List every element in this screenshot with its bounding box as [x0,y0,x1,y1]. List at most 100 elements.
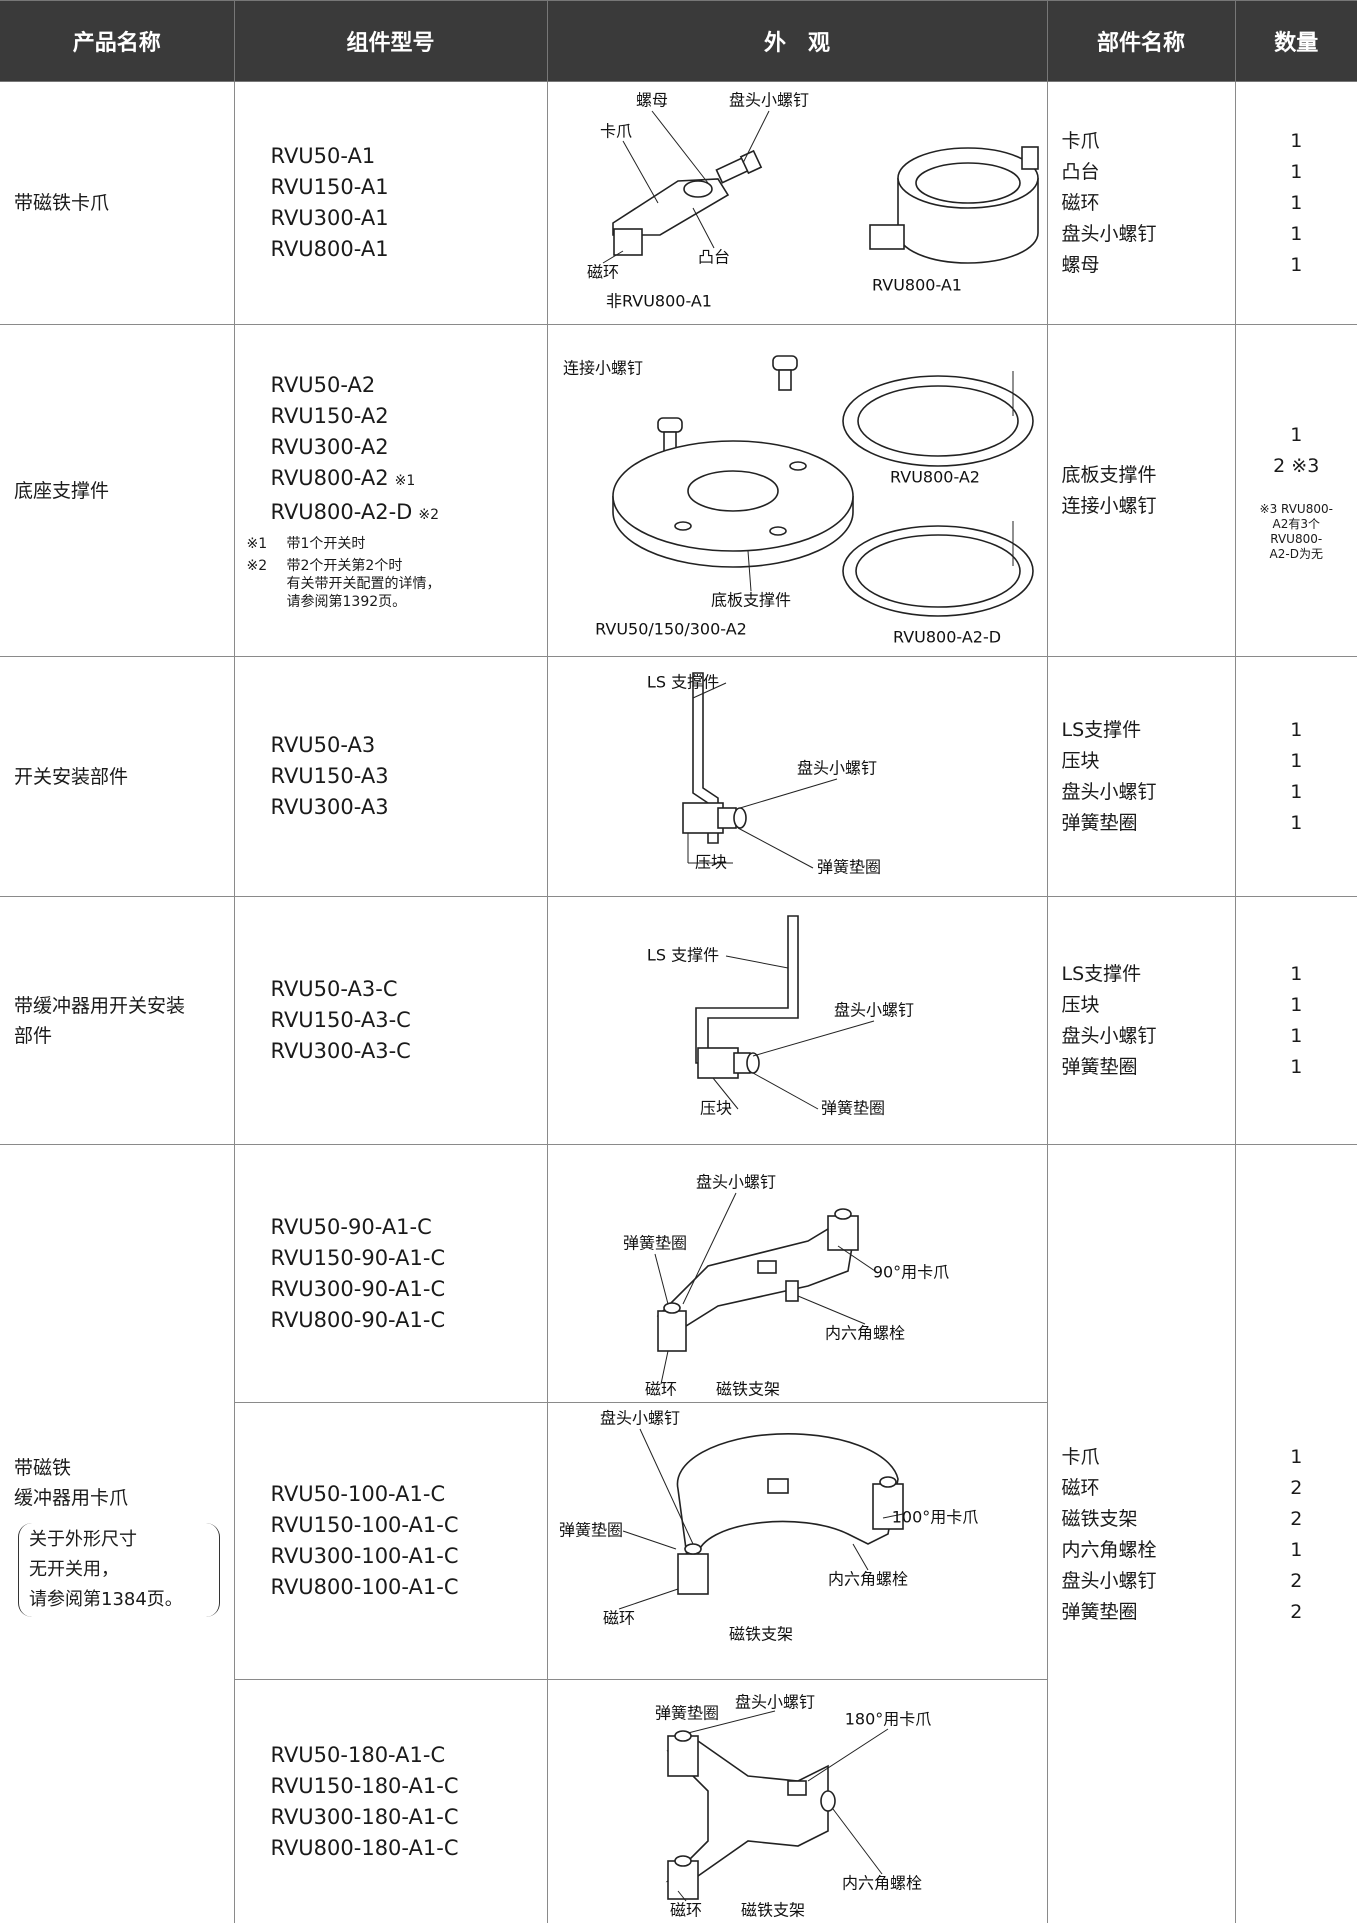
drawing-shape [686,469,779,512]
figure-label: 弹簧垫圈 [654,1703,718,1722]
quantity: 1 [1290,962,1303,985]
product-cell: 带磁铁卡爪 [0,81,235,325]
drawing-shape [833,1207,852,1220]
part-name: 凸台 [1061,160,1100,183]
part-name: LS支撑件 [1061,962,1142,985]
drawing-shape [676,1432,899,1566]
product-name: 带缓冲器用开关安装 [14,994,186,1017]
drawing-shape [878,1475,897,1488]
model: RVU50-A2 [247,370,547,401]
drawing-shape [826,1214,859,1251]
drawing-shape [732,806,747,829]
drawing-shape [662,1301,681,1314]
figure-label: 弹簧垫圈 [816,857,880,876]
drawing-shape [784,1279,799,1302]
quantity: 2 [1290,1507,1303,1530]
drawing-shape [771,354,798,371]
model-text: RVU150-90-A1-C [270,1245,446,1270]
drawing-shape [756,1259,777,1274]
product-name: 带磁铁卡爪 [14,192,110,214]
model: RVU150-90-A1-C [247,1243,547,1274]
leader-line [725,955,788,968]
model-text: RVU50-A1 [270,144,376,168]
leader-line [692,682,726,698]
table-row: RVU50-100-A1-C RVU150-100-A1-C RVU300-100-… [0,1402,1357,1680]
model-text: RVU300-A1 [270,206,389,230]
header-cell: 组件型号 [233,0,548,82]
model-text: RVU50-90-A1-C [270,1214,432,1239]
header-row: 产品名称 组件型号外 观部件名称 数量 [0,0,1357,82]
model: RVU300-90-A1-C [247,1274,547,1305]
quantity: 1 [1290,222,1303,245]
figure-label: 弹簧垫圈 [622,1233,686,1252]
model-text: RVU800-A1 [270,237,389,261]
figure-label: LS 支撑件 [646,945,718,964]
model: RVU300-100-A1-C [247,1541,547,1572]
leader-line [852,1543,868,1570]
model-text: RVU300-A2 [270,435,389,459]
leader-line [832,1808,882,1874]
model-list: RVU50-A3-C RVU150-A3-C RVU300-A3-C [247,974,547,1067]
part-name: 螺母 [1061,253,1100,276]
quantity-cell: 1 2 ※3 ※3 RVU800- A2有3个 RVU800- A2-D为无 [1234,324,1357,657]
model: RVU150-180-A1-C [247,1771,547,1802]
model-text: RVU800-A2 [270,466,389,490]
model-text: RVU50-A3-C [270,977,398,1001]
quantity-note-line: A2-D为无 [1269,546,1323,561]
leader-line [682,1192,736,1304]
figure: 连接小螺钉 RVU800-A2 底板支撑件 RVU50/150/300-A2 RVU80… [562,354,1034,646]
drawing-shape [673,1854,692,1867]
leader-line [602,250,623,263]
figure-label: 盘头小螺钉 [734,1692,814,1711]
table-row: 带磁铁 缓冲器用卡爪 关于外形尺寸 无开关用， 请参阅第1384页。 RVU50-90-A… [0,1144,1357,1923]
note-line: 带1个开关时 [286,536,366,552]
model-text: RVU300-A3 [270,795,389,819]
quantity: 1 [1290,780,1303,803]
figure-cell: 盘头小螺钉 弹簧垫圈 90°用卡爪 内六角螺栓 磁环 磁铁支架 [546,1144,1048,1403]
quantity-note-line: A2有3个 [1272,516,1320,531]
part-name: 弹簧垫圈 [1061,811,1138,834]
quantity: 1 [1290,129,1303,152]
drawing-shape [768,525,787,536]
quantity: 1 [1290,160,1303,183]
drawing-shape [766,1477,789,1494]
quantity: 1 [1290,423,1303,446]
drawing-shape [1020,145,1039,170]
quantity: 1 [1290,191,1303,214]
leader-line [660,1350,668,1384]
figure-label: 磁铁支架 [715,1379,779,1398]
model-mark: ※2 [418,507,439,523]
model: RVU50-90-A1-C [247,1212,547,1243]
figure-label: 螺母 [635,90,667,109]
drawing-shape [665,1739,829,1882]
drawing-shape [682,179,713,198]
quantity: 1 [1290,253,1303,276]
table-row: 开关安装部件 RVU50-A3 RVU150-A3 RVU300-A3 LS 支撑件盘… [0,656,1357,897]
product-name: 部件 [14,1024,53,1047]
model: RVU800-100-A1-C [247,1572,547,1603]
model-text: RVU150-A1 [270,175,389,199]
model: RVU800-180-A1-C [247,1833,547,1864]
models-cell: RVU50-A3-C RVU150-A3-C RVU300-A3-C [233,896,548,1145]
note-line: 有关带开关配置的详情， [286,576,441,592]
leader-line [742,110,769,163]
leader-line [692,207,714,248]
figure-label: 盘头小螺钉 [695,1172,775,1191]
drawing-shape [676,1552,709,1595]
leader-line [618,1588,678,1609]
model-text: RVU800-A2-D [270,500,413,524]
product-note-line: 关于外形尺寸 [29,1528,137,1550]
figure-label: 盘头小螺钉 [599,1408,679,1427]
model: RVU150-A3-C [247,1005,547,1036]
quantity: 1 [1290,811,1303,834]
product-cell: 带磁铁 缓冲器用卡爪 关于外形尺寸 无开关用， 请参阅第1384页。 [0,1144,235,1923]
header-cell: 数量 [1234,0,1357,82]
product-cell: 开关安装部件 [0,656,235,897]
part-name: 压块 [1061,993,1100,1016]
